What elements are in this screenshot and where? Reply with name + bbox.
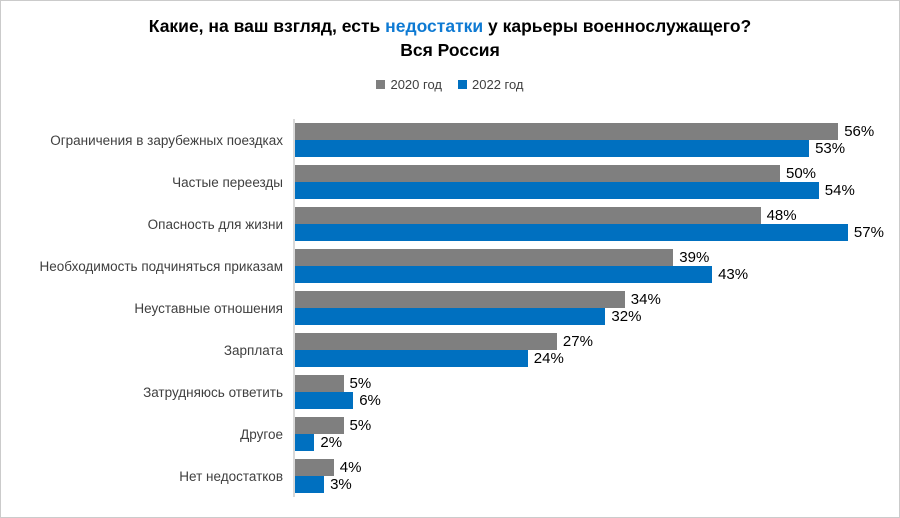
category-label: Зарплата bbox=[223, 342, 283, 358]
category-bars: 50% 54% bbox=[293, 161, 877, 204]
category-label: Неуставные отношения bbox=[134, 300, 283, 316]
category-bars: 27% 24% bbox=[293, 329, 877, 372]
bar-2020 bbox=[295, 375, 344, 393]
category-label: Частые переезды bbox=[172, 174, 283, 190]
bar-2020 bbox=[295, 459, 334, 477]
category-group: Затрудняюсь ответить 5% 6% bbox=[1, 371, 899, 414]
legend-swatch-2020 bbox=[376, 80, 386, 90]
bar-2022 bbox=[295, 308, 606, 326]
value-label: 27% bbox=[562, 333, 593, 351]
category-group: Нет недостатков 4% 3% bbox=[1, 455, 899, 498]
category-label: Другое bbox=[240, 426, 283, 442]
bar-line: 27% bbox=[295, 333, 877, 351]
bar-line: 2% bbox=[295, 434, 877, 452]
bar-2020 bbox=[295, 165, 780, 183]
value-label: 5% bbox=[349, 375, 372, 393]
bar-2022 bbox=[295, 434, 315, 452]
value-label: 57% bbox=[853, 224, 884, 242]
title-text-after: у карьеры военнослужащего? bbox=[483, 16, 752, 36]
bar-line: 53% bbox=[295, 140, 877, 158]
category-bars: 34% 32% bbox=[293, 287, 877, 330]
bar-2020 bbox=[295, 207, 761, 225]
title-text-before: Какие, на ваш взгляд, есть bbox=[148, 16, 386, 36]
chart-legend: 2020 год 2022 год bbox=[1, 77, 899, 92]
category-label: Опасность для жизни bbox=[147, 216, 283, 232]
bar-line: 6% bbox=[295, 392, 877, 410]
legend-label-2020: 2020 год bbox=[390, 77, 442, 93]
bar-2022 bbox=[295, 182, 819, 200]
category-label: Необходимость подчиняться приказам bbox=[39, 258, 283, 274]
value-label: 2% bbox=[320, 434, 343, 452]
value-label: 4% bbox=[339, 459, 362, 477]
value-label: 6% bbox=[359, 392, 381, 410]
legend-item-2020: 2020 год bbox=[376, 77, 442, 92]
legend-swatch-2022 bbox=[458, 80, 467, 90]
category-label: Ограничения в зарубежных поездках bbox=[50, 132, 283, 148]
bar-line: 34% bbox=[295, 291, 877, 309]
bar-2022 bbox=[295, 266, 713, 284]
category-label: Затрудняюсь ответить bbox=[143, 384, 283, 400]
bar-line: 57% bbox=[295, 224, 884, 242]
value-label: 34% bbox=[630, 291, 661, 309]
legend-item-2022: 2022 год bbox=[458, 77, 524, 92]
value-label: 56% bbox=[844, 123, 875, 141]
bar-line: 50% bbox=[295, 165, 877, 183]
category-bars: 39% 43% bbox=[293, 245, 877, 288]
bar-line: 43% bbox=[295, 266, 877, 284]
title-line1: Какие, на ваш взгляд, есть недостатки у … bbox=[1, 14, 899, 38]
bar-2020 bbox=[295, 417, 344, 435]
category-group: Ограничения в зарубежных поездках 56% 53% bbox=[1, 119, 899, 162]
bar-2022 bbox=[295, 392, 354, 410]
category-bars: 4% 3% bbox=[293, 455, 877, 498]
chart-title: Какие, на ваш взгляд, есть недостатки у … bbox=[1, 14, 899, 62]
bar-chart: Ограничения в зарубежных поездках 56% 53% Ч… bbox=[1, 119, 899, 498]
bar-2020 bbox=[295, 291, 625, 309]
value-label: 54% bbox=[824, 182, 855, 200]
bar-line: 48% bbox=[295, 207, 877, 225]
category-group: Зарплата 27% 24% bbox=[1, 329, 899, 372]
bar-line: 56% bbox=[295, 123, 877, 141]
category-bars: 56% 53% bbox=[293, 119, 877, 162]
bar-line: 5% bbox=[295, 417, 877, 435]
category-bars: 5% 6% bbox=[293, 371, 877, 414]
bar-line: 5% bbox=[295, 375, 877, 393]
category-group: Частые переезды 50% 54% bbox=[1, 161, 899, 204]
bar-2022 bbox=[295, 476, 325, 494]
bar-line: 4% bbox=[295, 459, 877, 477]
value-label: 48% bbox=[766, 207, 797, 225]
bar-2022 bbox=[295, 224, 848, 242]
bar-line: 24% bbox=[295, 350, 877, 368]
bar-groups: Ограничения в зарубежных поездках 56% 53% Ч… bbox=[1, 119, 899, 498]
value-label: 39% bbox=[679, 249, 710, 267]
bar-line: 39% bbox=[295, 249, 877, 267]
value-label: 43% bbox=[718, 266, 749, 284]
bar-line: 3% bbox=[295, 476, 877, 494]
bar-line: 32% bbox=[295, 308, 877, 326]
bar-2022 bbox=[295, 350, 528, 368]
value-label: 5% bbox=[349, 417, 372, 435]
value-label: 24% bbox=[533, 350, 564, 368]
value-label: 32% bbox=[611, 308, 642, 326]
value-label: 50% bbox=[786, 165, 817, 183]
bar-2020 bbox=[295, 333, 557, 351]
bar-2022 bbox=[295, 140, 810, 158]
category-group: Необходимость подчиняться приказам 39% 43% bbox=[1, 245, 899, 288]
bar-2020 bbox=[295, 249, 674, 267]
value-label: 3% bbox=[330, 476, 352, 494]
title-subtitle: Вся Россия bbox=[400, 40, 500, 61]
legend-label-2022: 2022 год bbox=[472, 77, 524, 93]
category-label: Нет недостатков bbox=[179, 468, 283, 484]
category-group: Опасность для жизни 48% 57% bbox=[1, 203, 899, 246]
category-bars: 5% 2% bbox=[293, 413, 877, 456]
bar-2020 bbox=[295, 123, 839, 141]
value-label: 53% bbox=[815, 140, 846, 158]
bar-line: 54% bbox=[295, 182, 877, 200]
category-group: Другое 5% 2% bbox=[1, 413, 899, 456]
category-group: Неуставные отношения 34% 32% bbox=[1, 287, 899, 330]
category-bars: 48% 57% bbox=[293, 203, 884, 246]
title-accent-word: недостатки bbox=[385, 16, 484, 36]
